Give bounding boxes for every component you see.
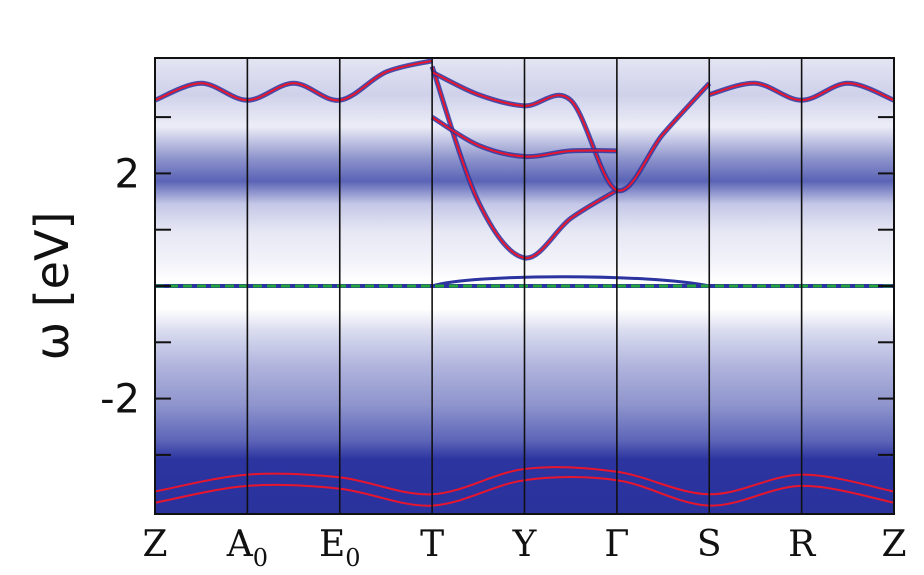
x-tick-label: S <box>697 524 722 565</box>
band-line <box>155 59 433 102</box>
y-tick-label: -2 <box>100 377 140 423</box>
high-symmetry-lines <box>246 58 803 514</box>
y-axis-label: ω [eV] <box>25 212 79 361</box>
x-tick-label: R <box>788 524 816 565</box>
band-line <box>431 71 711 192</box>
x-tick-label: A0 <box>226 524 268 572</box>
x-tick-label: Γ <box>604 524 629 565</box>
x-tick-label: Z <box>142 524 167 565</box>
x-tick-labels: Z A0 E0 T Y Γ S R Z <box>142 524 906 572</box>
x-tick-label: E0 <box>319 524 361 572</box>
y-tick-label: 2 <box>115 151 140 197</box>
x-tick-label: Y <box>512 524 538 565</box>
y-ticks: 2 -2 <box>100 116 894 456</box>
x-tick-label: T <box>420 524 444 565</box>
band-line <box>431 66 618 259</box>
x-tick-label: Z <box>881 524 906 565</box>
flat-band <box>431 275 710 288</box>
